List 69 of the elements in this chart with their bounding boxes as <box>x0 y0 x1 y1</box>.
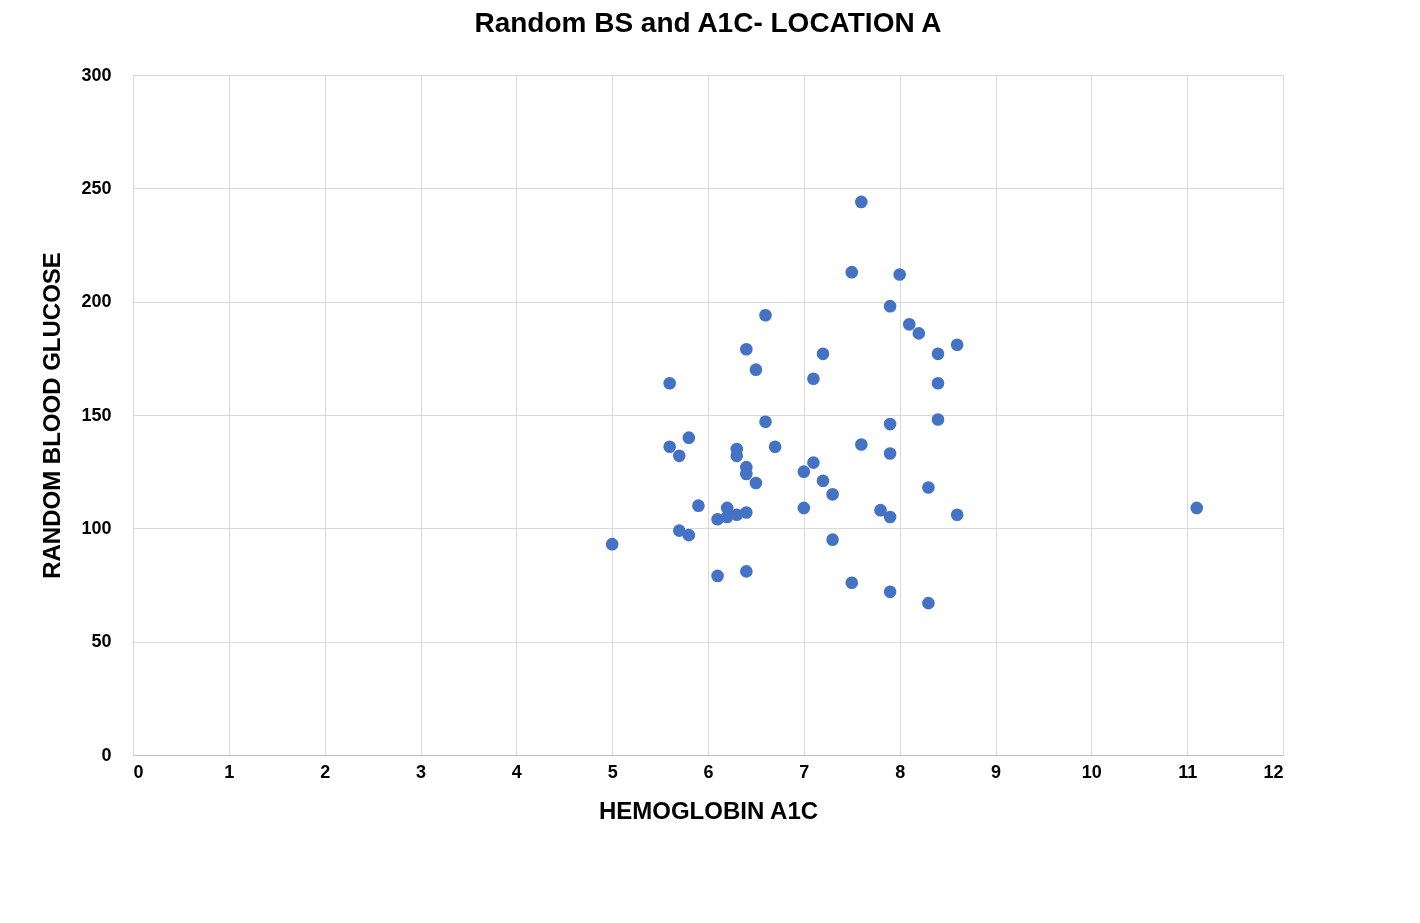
point <box>855 195 868 209</box>
x-tick-label: 11 <box>1178 761 1198 782</box>
point <box>740 342 753 356</box>
point <box>749 363 763 376</box>
point <box>1190 501 1204 515</box>
point <box>931 376 945 390</box>
point <box>816 474 830 488</box>
point <box>855 438 868 451</box>
point <box>845 265 859 279</box>
point <box>883 510 897 524</box>
point <box>826 488 839 501</box>
point <box>749 476 763 490</box>
point <box>883 447 897 460</box>
y-tick-label: 100 <box>81 517 112 538</box>
point <box>807 456 820 469</box>
x-tick-label: 0 <box>133 761 144 782</box>
x-axis-title: HEMOGLOBIN A1C <box>598 796 819 824</box>
x-tick-label: 7 <box>799 761 810 782</box>
point <box>682 528 696 542</box>
point <box>605 537 619 551</box>
point <box>797 465 811 478</box>
point <box>826 533 839 546</box>
point <box>759 415 772 429</box>
y-tick-label: 300 <box>81 64 112 85</box>
point <box>874 503 887 517</box>
point <box>740 565 753 578</box>
point <box>845 576 859 590</box>
point <box>883 585 897 599</box>
point <box>682 431 696 444</box>
point <box>950 508 964 522</box>
point <box>816 347 830 361</box>
point <box>922 596 935 610</box>
x-tick-label: 9 <box>990 761 1002 782</box>
y-axis-title: RANDOM BLOOD GLUCOSE <box>38 252 66 579</box>
point <box>768 440 782 454</box>
point <box>807 372 820 386</box>
point <box>672 449 686 463</box>
point <box>902 318 916 331</box>
point <box>711 569 724 583</box>
x-tick-label: 1 <box>224 761 235 782</box>
point <box>950 338 964 352</box>
point <box>797 501 811 515</box>
point <box>883 417 897 431</box>
point <box>931 347 945 361</box>
point <box>893 268 906 281</box>
y-tick-label: 50 <box>91 631 112 652</box>
point <box>663 440 676 454</box>
x-tick-label: 8 <box>895 761 906 782</box>
point <box>759 308 772 322</box>
y-tick-label: 200 <box>81 291 112 312</box>
point <box>740 506 753 519</box>
chart-title: Random BS and A1C- LOCATION A <box>474 7 942 38</box>
x-tick-label: 6 <box>703 761 714 782</box>
point <box>912 327 926 340</box>
point <box>922 481 935 494</box>
x-tick-label: 10 <box>1081 761 1102 782</box>
x-tick-label: 3 <box>415 761 427 782</box>
y-tick-label: 150 <box>81 404 112 425</box>
x-tick-label: 5 <box>607 761 618 782</box>
point <box>663 376 676 390</box>
point <box>672 524 686 537</box>
x-tick-label: 2 <box>320 761 331 782</box>
point <box>692 499 705 512</box>
x-tick-label: 4 <box>511 761 522 782</box>
x-tick-label: 12 <box>1263 761 1284 782</box>
y-tick-label: 0 <box>101 744 112 765</box>
point <box>883 299 897 313</box>
y-tick-label: 250 <box>81 177 112 198</box>
point <box>931 413 945 426</box>
